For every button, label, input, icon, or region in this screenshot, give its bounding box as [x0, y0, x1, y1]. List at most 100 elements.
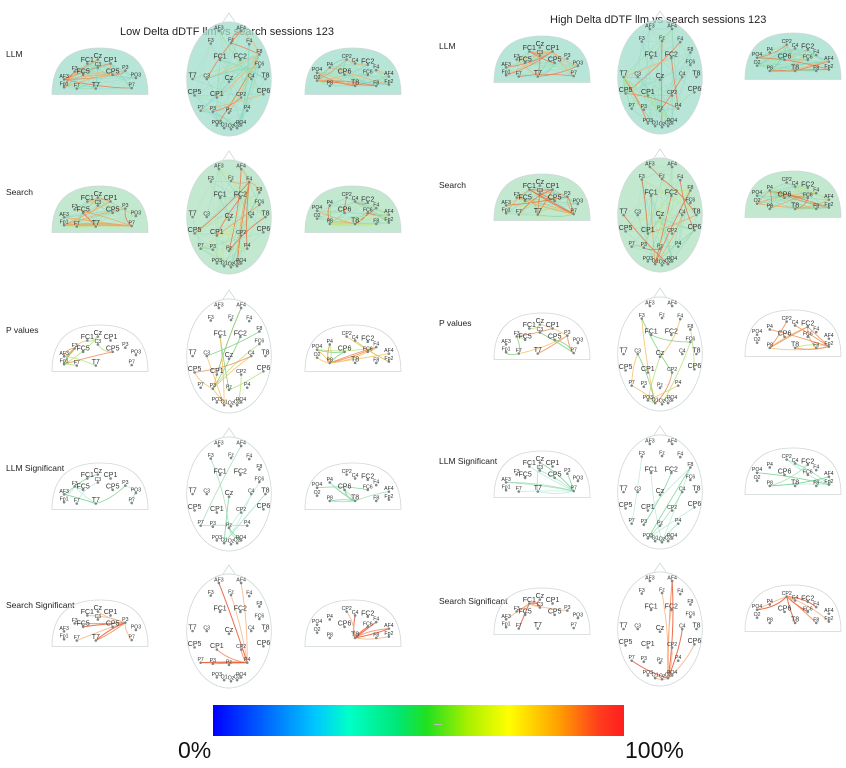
- electrode-label: Fz: [659, 35, 665, 41]
- connection-line: [82, 74, 96, 89]
- electrode-dot: [566, 472, 569, 475]
- electrode-label: AF3: [214, 163, 224, 169]
- electrode-dot: [353, 636, 357, 640]
- electrode-label: FC5: [76, 68, 89, 75]
- connection-arrow: [355, 628, 390, 639]
- connection-arrow: [757, 596, 788, 611]
- electrode-label: O1: [652, 121, 659, 127]
- electrode-label: P3: [564, 468, 570, 474]
- connection-line: [64, 205, 98, 218]
- electrode-label: AF3: [501, 339, 511, 345]
- electrode-dot: [239, 306, 243, 310]
- electrode-label: Cz: [656, 625, 665, 632]
- electrode-dot: [262, 369, 265, 373]
- electrode-dot: [239, 401, 243, 404]
- electrode-dot: [806, 58, 810, 62]
- electrode-label: T7: [188, 488, 196, 495]
- connection-line: [97, 59, 137, 79]
- electrode-dot: [75, 502, 79, 505]
- connection-arrow: [76, 482, 99, 504]
- electrode-dot: [387, 83, 391, 86]
- electrode-label: T8: [791, 616, 799, 623]
- electrode-label: P3: [122, 480, 128, 486]
- electrode-dot: [235, 678, 239, 682]
- connection-arrow: [659, 318, 681, 358]
- connection-arrow: [64, 493, 96, 504]
- connection-line: [637, 76, 656, 127]
- electrode-label: C3: [95, 477, 102, 483]
- electrode-label: CP6: [257, 503, 271, 510]
- electrode-dot: [551, 50, 554, 53]
- electrode-label: F4: [246, 454, 252, 460]
- electrode-dot: [209, 594, 213, 597]
- electrode-dot: [229, 542, 233, 546]
- electrode-dot: [239, 96, 243, 99]
- electrode-label: Cz: [225, 627, 234, 634]
- electrode-label: FC6: [363, 621, 373, 627]
- electrode-label: F7: [74, 360, 80, 366]
- connection-line: [506, 203, 578, 206]
- electrode-label: F8: [256, 464, 262, 470]
- electrode-label: FC1: [644, 189, 657, 196]
- electrode-dot: [523, 199, 527, 203]
- connection-line: [554, 62, 578, 67]
- connection-line: [206, 78, 232, 130]
- electrode-dot: [646, 94, 650, 97]
- electrode-dot: [517, 627, 521, 630]
- connection-arrow: [216, 54, 260, 98]
- electrode-dot: [646, 260, 650, 263]
- electrode-dot: [755, 56, 759, 60]
- connection-arrow: [659, 217, 695, 231]
- connection-arrow: [539, 462, 574, 492]
- connection-arrow: [667, 628, 683, 679]
- electrode-label: T8: [261, 350, 269, 357]
- connection-arrow: [623, 57, 672, 78]
- electrode-dot: [515, 335, 518, 338]
- electrode-dot: [517, 490, 521, 493]
- connection-arrow: [216, 307, 242, 375]
- electrode-dot: [528, 327, 531, 330]
- electrode-label: P4: [327, 614, 333, 620]
- electrode-label: Cz: [536, 41, 545, 48]
- electrode-dot: [239, 648, 243, 651]
- electrode-dot: [249, 77, 253, 81]
- electrode-label: F4: [373, 480, 379, 486]
- row-label-llm-significant-right: LLM Significant: [439, 456, 498, 466]
- electrode-label: F3: [514, 469, 520, 475]
- connection-line: [230, 197, 241, 268]
- electrode-dot: [235, 126, 239, 130]
- electrode-label: PO4: [236, 397, 246, 403]
- electrode-label: FC1: [523, 597, 536, 604]
- electrode-label: PO3: [643, 670, 653, 676]
- connection-arrow: [329, 214, 389, 225]
- electrode-dot: [62, 85, 66, 89]
- connection-arrow: [240, 54, 260, 98]
- electrode-dot: [646, 122, 650, 125]
- electrode-dot: [366, 350, 370, 354]
- connection-line: [219, 59, 264, 95]
- electrode-dot: [222, 403, 226, 407]
- electrode-label: O2: [754, 475, 761, 481]
- electrode-label: P3: [210, 244, 216, 250]
- electrode-label: PO3: [573, 61, 583, 67]
- connection-line: [223, 110, 248, 129]
- electrode-label: CP6: [688, 501, 702, 508]
- electrode-label: F8: [373, 632, 379, 638]
- electrode-dot: [218, 610, 222, 614]
- connection-arrow: [329, 346, 377, 364]
- electrode-dot: [249, 492, 253, 496]
- electrode-label: C4: [248, 626, 255, 632]
- electrode-dot: [315, 623, 319, 627]
- connection-arrow: [212, 388, 232, 407]
- electrode-dot: [624, 644, 627, 647]
- electrode-dot: [693, 505, 696, 509]
- electrode-label: F3: [639, 313, 645, 319]
- electrode-dot: [245, 109, 249, 112]
- connection-line: [757, 203, 829, 208]
- electrode-label: Fp1: [60, 82, 69, 88]
- electrode-dot: [227, 111, 231, 115]
- electrode-dot: [783, 473, 786, 477]
- electrode-dot: [755, 333, 759, 337]
- electrode-label: CP1: [641, 227, 655, 234]
